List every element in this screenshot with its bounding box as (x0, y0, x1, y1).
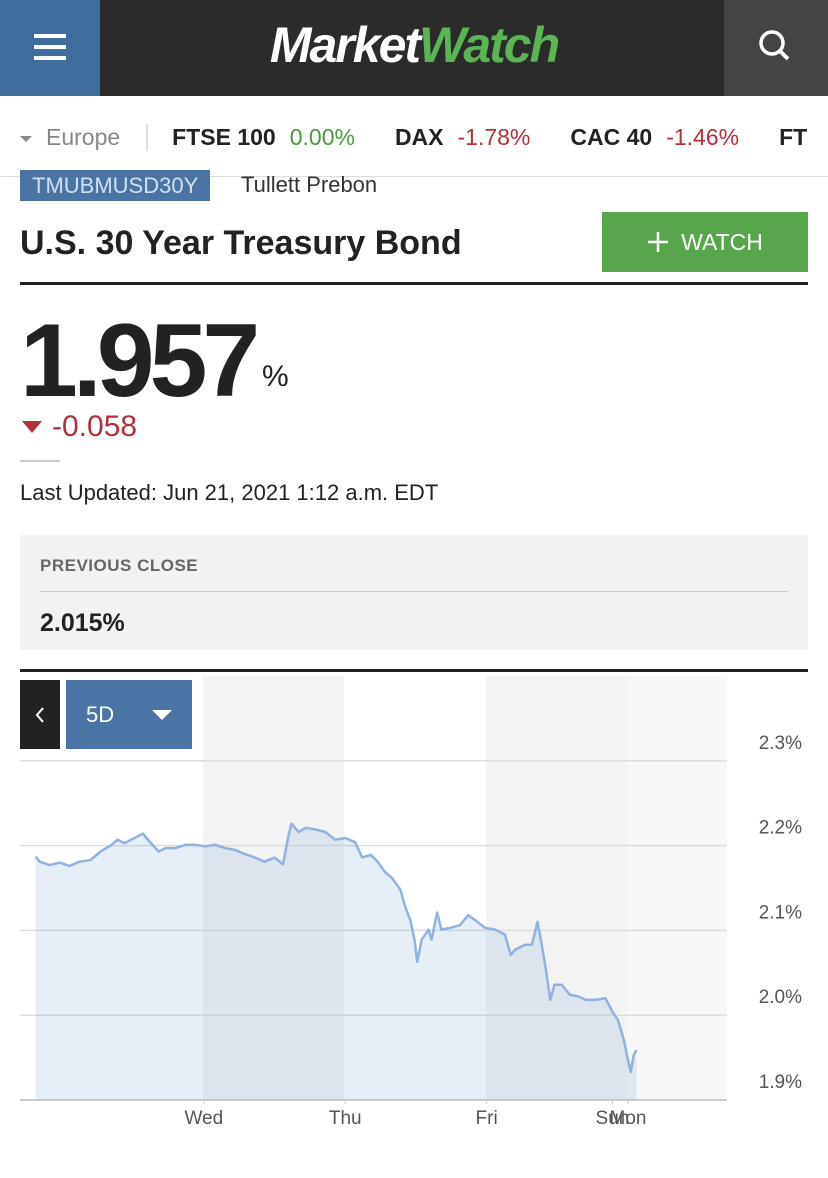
ticker-name[interactable]: DAX (394, 124, 444, 150)
ticker-change: 0.00% (289, 124, 355, 150)
y-tick-label: 2.0% (759, 987, 802, 1008)
day-band (203, 676, 344, 1100)
down-arrow (22, 421, 42, 433)
x-tick-label: Fri (476, 1108, 498, 1129)
price: 1.957 (20, 303, 260, 419)
day-band (627, 676, 727, 1100)
area (35, 823, 637, 1100)
previous-close-label: PREVIOUS CLOSE (40, 556, 199, 575)
day-band (486, 676, 627, 1100)
range-selector[interactable]: 5D (66, 680, 192, 749)
symbol-badge: TMUBMUSD30Y (20, 170, 211, 201)
dropdown-icon (20, 136, 32, 142)
instrument-name: U.S. 30 Year Treasury Bond (20, 224, 462, 262)
watch-button[interactable]: WATCH (602, 212, 808, 272)
x-tick-label: Sun (596, 1108, 630, 1129)
y-tick-label: 2.3% (759, 733, 802, 754)
region-selector[interactable]: Europe (46, 124, 149, 151)
back-button[interactable] (20, 680, 60, 749)
ticker-change: -1.46% (666, 124, 740, 150)
price-unit: % (262, 360, 289, 393)
x-tick-label: Wed (184, 1108, 223, 1129)
watch-label: WATCH (681, 228, 763, 255)
change-value: -0.058 (52, 410, 138, 443)
line (34, 822, 638, 1074)
range-label: 5D (86, 701, 115, 727)
menu-button[interactable] (0, 0, 100, 96)
ticker-name[interactable]: CAC 40 (570, 124, 653, 150)
divider (20, 460, 60, 462)
chevron-icon (35, 706, 44, 723)
ticker-name[interactable]: FTSE 100 (172, 124, 276, 150)
logo-part: Watch (419, 17, 560, 73)
ticker-row: Europe FTSE 100 0.00% DAX -1.78% CAC 40 -1.46… (20, 124, 807, 151)
price-change: -0.058 (22, 410, 137, 444)
ticker-name[interactable]: FT (779, 124, 808, 150)
top-bar (0, 0, 828, 96)
previous-close-box: PREVIOUS CLOSE 2.015% (20, 535, 808, 650)
divider (20, 669, 808, 672)
divider (40, 591, 788, 592)
y-tick-label: 1.9% (759, 1072, 802, 1093)
last-updated: Last Updated: Jun 21, 2021 1:12 a.m. EDT (20, 480, 439, 505)
dropdown-icon (152, 709, 172, 720)
plus-icon (648, 232, 669, 252)
logo-part: Market (269, 17, 421, 73)
ticker-change: -1.78% (457, 124, 531, 150)
x-tick-label: Mon (610, 1108, 647, 1129)
ticker-bar: Europe FTSE 100 0.00% DAX -1.78% CAC 40 -1.46… (0, 96, 828, 177)
y-tick-label: 2.2% (759, 818, 802, 839)
logo[interactable]: MarketWatch (0, 16, 828, 74)
divider (20, 282, 808, 285)
source: Tullett Prebon (241, 172, 378, 197)
y-tick-label: 2.1% (759, 902, 802, 923)
search-icon (759, 30, 790, 61)
menu-icon (34, 34, 66, 60)
previous-close-value: 2.015% (40, 609, 125, 637)
x-tick-label: Thu (329, 1108, 362, 1129)
search-button[interactable] (724, 0, 828, 96)
